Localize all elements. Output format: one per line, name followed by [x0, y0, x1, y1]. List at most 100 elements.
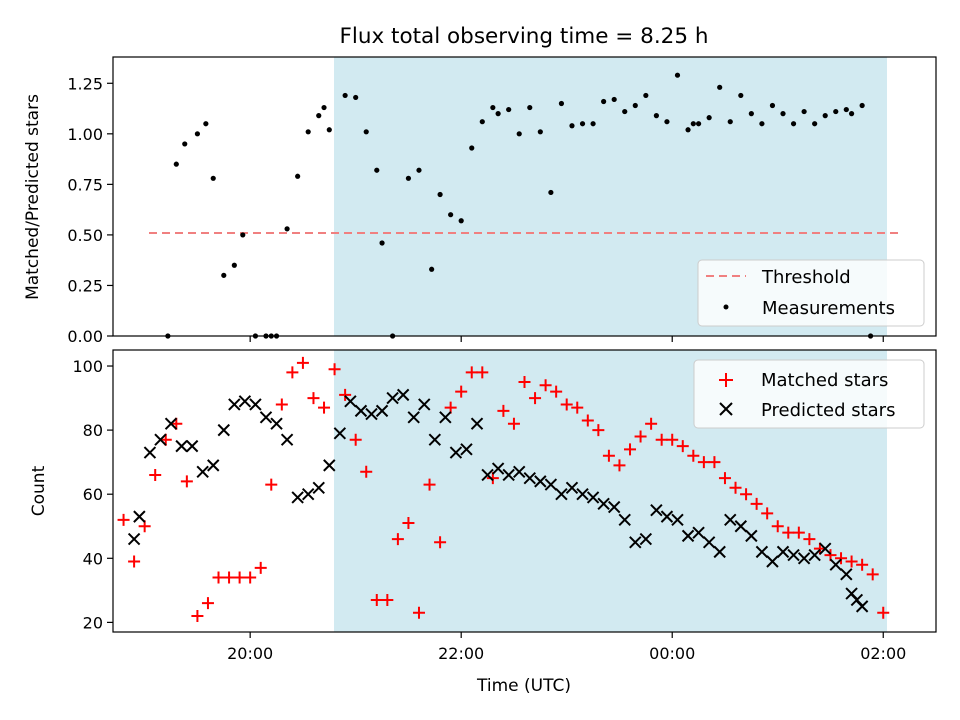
count-axes-frame	[112, 349, 937, 633]
predicted-star-point	[280, 433, 294, 446]
measurement-point	[353, 94, 359, 101]
matched-star-point	[571, 401, 584, 414]
predicted-star-point	[439, 411, 452, 424]
measurement-point	[194, 131, 201, 137]
predicted-star-point	[819, 542, 832, 555]
matched-star-point	[370, 593, 383, 606]
measurement-point	[210, 175, 216, 181]
matched-star-point	[497, 404, 510, 417]
predicted-star-point	[207, 459, 220, 472]
measurement-point	[342, 92, 348, 99]
measurement-point	[374, 167, 380, 173]
matched-star-point	[286, 366, 299, 379]
measurement-point	[859, 102, 865, 109]
matched-star-point	[465, 366, 478, 379]
legend-threshold-label: Threshold	[761, 267, 851, 288]
predicted-star-point	[143, 446, 157, 459]
predicted-star-point	[354, 404, 368, 418]
matched-star-point	[244, 571, 257, 584]
x-axis-label: Time (UTC)	[476, 676, 571, 696]
measurement-point	[527, 104, 533, 111]
measurement-point	[812, 121, 818, 127]
matched-star-point	[201, 597, 214, 610]
predicted-star-point	[238, 395, 252, 408]
predicted-star-point	[502, 468, 515, 482]
measurement-point	[738, 92, 744, 99]
measurement-point	[748, 111, 754, 117]
predicted-star-point	[154, 433, 167, 446]
x-tick-label: 02:00	[860, 644, 906, 663]
predicted-star-point	[428, 433, 442, 446]
measurement-point	[601, 98, 607, 105]
predicted-star-point	[217, 423, 230, 437]
measurement-point	[506, 106, 512, 113]
matched-star-point	[750, 497, 763, 510]
measurement-point	[569, 123, 575, 129]
predicted-star-point	[597, 497, 610, 511]
predicted-star-point	[797, 552, 811, 565]
matched-star-point	[792, 526, 805, 539]
measurement-point	[848, 111, 855, 117]
measurement-point	[469, 145, 475, 151]
measurement-point	[379, 240, 385, 246]
measurement-point	[558, 100, 565, 107]
x-tick-label: 20:00	[227, 644, 273, 663]
chart-title: Flux total observing time = 8.25 h	[340, 24, 709, 49]
predicted-stars-points	[127, 388, 869, 613]
predicted-star-point	[766, 555, 779, 568]
measurement-point	[182, 141, 188, 147]
matched-star-point	[434, 536, 447, 549]
measurement-point	[706, 115, 712, 121]
measurement-point	[664, 119, 670, 125]
matched-star-point	[718, 472, 731, 485]
legend-matched-label: Matched stars	[761, 370, 888, 391]
y-tick-label: 1.00	[67, 125, 103, 144]
matched-star-point	[275, 398, 288, 411]
matched-star-point	[877, 606, 890, 619]
predicted-star-point	[249, 398, 262, 411]
predicted-star-point	[855, 600, 869, 613]
measurement-point	[363, 129, 369, 135]
matched-star-point	[708, 456, 721, 469]
predicted-star-point	[734, 520, 748, 533]
matched-star-point	[223, 571, 236, 584]
matched-star-point	[729, 481, 742, 494]
measurement-point	[822, 113, 828, 119]
predicted-star-point	[333, 427, 347, 440]
predicted-star-point	[787, 548, 800, 562]
measurement-point	[240, 232, 246, 238]
matched-star-point	[539, 379, 552, 392]
measurement-point	[579, 121, 586, 127]
measurement-point	[759, 121, 765, 127]
y-tick-label: 60	[83, 485, 103, 504]
predicted-star-point	[407, 411, 420, 424]
ratio-y-label: Matched/Predicted stars	[23, 94, 43, 300]
predicted-star-point	[840, 568, 853, 581]
predicted-star-point	[291, 491, 304, 504]
y-tick-label: 0.50	[67, 226, 103, 245]
measurement-point	[429, 266, 435, 272]
legend-measurements-label: Measurements	[762, 298, 895, 319]
ratio-y-ticks: 0.00 0.25 0.50 0.75 1.00 1.25	[67, 74, 113, 346]
predicted-star-point	[228, 398, 241, 411]
y-tick-label: 40	[83, 549, 103, 568]
predicted-star-point	[829, 558, 842, 571]
predicted-star-point	[576, 487, 589, 501]
matched-star-point	[412, 606, 425, 619]
predicted-star-point	[301, 487, 315, 501]
y-tick-label: 80	[83, 421, 103, 440]
y-tick-label: 100	[72, 357, 103, 376]
measurement-point	[516, 131, 522, 137]
matched-star-point	[265, 478, 278, 491]
count-y-ticks: 20 40 60 80 100	[72, 357, 113, 632]
matched-star-point	[381, 593, 394, 606]
predicted-star-point	[555, 487, 568, 501]
matched-star-point	[803, 533, 816, 546]
predicted-star-point	[565, 481, 579, 495]
measurement-point	[203, 121, 209, 127]
predicted-star-point	[544, 478, 558, 491]
predicted-star-point	[460, 443, 473, 456]
matched-star-point	[856, 558, 869, 571]
